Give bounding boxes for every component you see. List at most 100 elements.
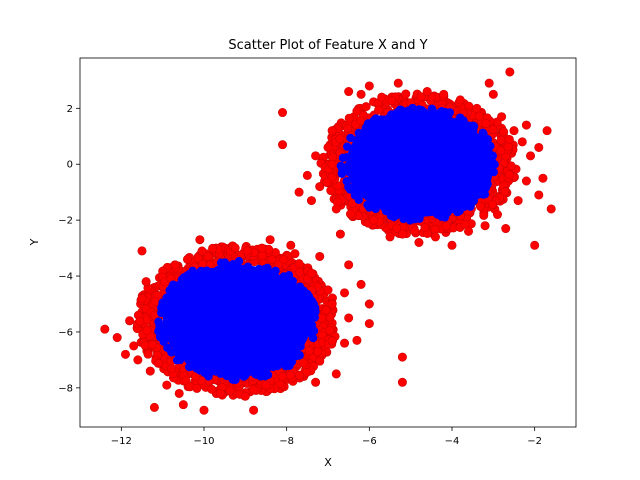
outlier-point <box>479 210 489 220</box>
inlier-point <box>428 166 437 176</box>
inlier-point <box>275 308 285 317</box>
inlier-point <box>230 303 240 312</box>
inlier-point <box>366 127 375 136</box>
outlier-point <box>143 349 153 359</box>
inlier-point <box>199 277 208 287</box>
inlier-point <box>181 305 190 314</box>
outlier-point <box>240 391 250 401</box>
outlier-point <box>475 201 485 211</box>
inlier-point <box>466 194 475 204</box>
inlier-point <box>351 172 360 181</box>
outlier-point <box>488 125 498 135</box>
outlier-point <box>496 146 506 156</box>
outlier-point <box>484 78 494 88</box>
inlier-point <box>261 353 271 362</box>
outlier-point <box>331 369 341 379</box>
outlier-point <box>521 120 531 130</box>
inlier-point <box>231 375 240 385</box>
plot-area <box>100 67 556 415</box>
y-tick-label: −8 <box>58 383 73 394</box>
outlier-point <box>364 299 374 309</box>
inlier-point <box>258 340 267 349</box>
inlier-point <box>173 297 183 307</box>
inlier-point <box>296 342 305 351</box>
inlier-point <box>443 114 452 124</box>
inlier-point <box>379 202 389 212</box>
outlier-point <box>207 384 217 394</box>
outlier-point <box>174 388 184 398</box>
outlier-point <box>257 243 267 253</box>
inlier-point <box>428 106 437 115</box>
inlier-point <box>401 189 411 198</box>
inlier-point <box>228 361 238 370</box>
inlier-point <box>354 142 363 151</box>
inlier-point <box>483 172 493 182</box>
outlier-point <box>356 115 366 125</box>
outlier-point <box>298 358 308 368</box>
outlier-point <box>377 92 387 102</box>
inlier-point <box>220 266 229 276</box>
outlier-point <box>145 366 155 376</box>
inlier-point <box>445 178 454 187</box>
x-tick-label: −2 <box>527 436 542 447</box>
inlier-point <box>415 149 424 159</box>
inlier-point <box>242 268 252 277</box>
inlier-point <box>221 361 230 370</box>
outlier-point <box>306 196 316 206</box>
inlier-point <box>397 144 406 153</box>
inlier-point <box>241 298 250 308</box>
outlier-point <box>192 383 202 393</box>
inlier-point <box>483 135 493 144</box>
inlier-point <box>393 190 403 199</box>
inlier-point <box>250 266 259 276</box>
inlier-point <box>270 324 279 333</box>
inlier-point <box>390 179 399 188</box>
inlier-point <box>270 355 279 364</box>
outlier-point <box>420 223 430 233</box>
inlier-point <box>305 314 315 323</box>
inlier-point <box>184 352 194 362</box>
inlier-point <box>388 161 398 170</box>
outlier-point <box>534 142 544 152</box>
outlier-point <box>278 108 288 118</box>
outlier-point <box>279 255 289 265</box>
inlier-point <box>268 294 277 304</box>
outlier-point <box>414 238 424 248</box>
inlier-point <box>397 153 406 163</box>
inlier-point <box>364 167 373 177</box>
outlier-point <box>306 268 316 278</box>
inlier-point <box>437 109 446 118</box>
outlier-point <box>397 229 407 239</box>
outlier-point <box>295 267 305 277</box>
outlier-point <box>439 89 449 99</box>
outlier-point <box>311 377 321 387</box>
inlier-point <box>282 279 291 288</box>
outlier-point <box>311 151 321 161</box>
inlier-point <box>379 187 388 196</box>
inlier-point <box>392 210 402 220</box>
outlier-point <box>352 106 362 116</box>
outlier-point <box>397 377 407 387</box>
inlier-point <box>460 195 469 204</box>
outlier-point <box>513 196 523 206</box>
inlier-point <box>401 199 410 208</box>
outlier-point <box>500 187 510 197</box>
inlier-point <box>378 195 388 205</box>
inlier-point <box>163 343 172 353</box>
inlier-point <box>372 169 382 179</box>
inlier-point <box>433 121 443 130</box>
inlier-point <box>282 328 291 337</box>
outlier-point <box>385 232 395 242</box>
inlier-point <box>165 286 174 295</box>
outlier-point <box>294 370 304 380</box>
x-axis-label: X <box>324 456 332 469</box>
outlier-point <box>344 313 354 323</box>
inlier-point <box>209 320 218 329</box>
inlier-point <box>374 177 384 186</box>
outlier-point <box>416 92 426 102</box>
inlier-point <box>438 166 448 175</box>
inlier-point <box>434 146 443 155</box>
inlier-point <box>228 264 237 274</box>
inlier-point <box>478 157 487 167</box>
